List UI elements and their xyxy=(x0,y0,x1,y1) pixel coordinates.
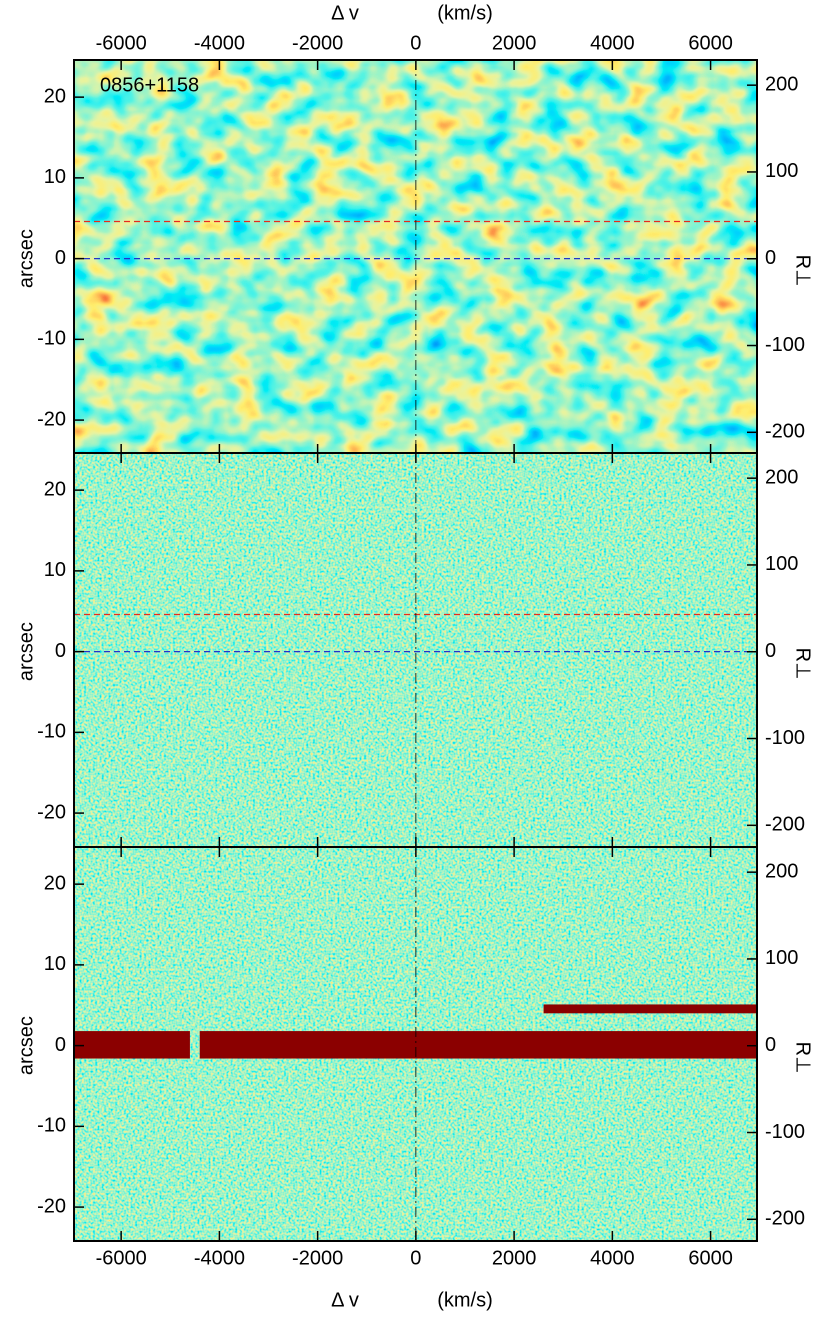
y2-axis-label: R⊥ xyxy=(792,1042,814,1074)
y2-tick-label: 0 xyxy=(765,1034,776,1056)
y2-tick-label: -200 xyxy=(765,814,805,836)
y2-tick-label: -200 xyxy=(765,1208,805,1230)
y-tick-label: -20 xyxy=(37,408,66,430)
x-axis-label: Δ v xyxy=(331,1289,359,1311)
x-tick-label: 0 xyxy=(410,1247,421,1269)
y2-tick-label: 200 xyxy=(765,73,798,95)
band xyxy=(74,1031,190,1059)
x-axis-label: Δ v xyxy=(331,2,359,24)
y-tick-label: -20 xyxy=(37,801,66,823)
y-axis-label: arcsec xyxy=(15,229,37,288)
x-axis-unit: (km/s) xyxy=(437,2,493,24)
x-tick-label: 6000 xyxy=(688,1247,733,1269)
y-tick-label: -10 xyxy=(37,328,66,350)
y-tick-label: 10 xyxy=(44,166,66,188)
y2-tick-label: -100 xyxy=(765,1121,805,1143)
x-tick-label: 6000 xyxy=(688,32,733,54)
y-tick-label: 0 xyxy=(55,247,66,269)
x-tick-label: -6000 xyxy=(96,1247,147,1269)
x-tick-label: -2000 xyxy=(292,32,343,54)
y2-tick-label: -100 xyxy=(765,727,805,749)
x-tick-label: 0 xyxy=(410,32,421,54)
y-tick-label: 10 xyxy=(44,953,66,975)
y-axis-label: arcsec xyxy=(15,1016,37,1075)
x-tick-label: -4000 xyxy=(194,1247,245,1269)
y-tick-label: -10 xyxy=(37,1115,66,1137)
panel-title: 0856+1158 xyxy=(100,74,199,96)
y2-tick-label: 100 xyxy=(765,553,798,575)
y2-tick-label: 0 xyxy=(765,247,776,269)
y-tick-label: 0 xyxy=(55,1034,66,1056)
y2-tick-label: -100 xyxy=(765,334,805,356)
y-tick-label: 20 xyxy=(44,478,66,500)
x-tick-label: 4000 xyxy=(590,32,635,54)
y2-tick-label: 200 xyxy=(765,860,798,882)
x-tick-label: 2000 xyxy=(492,1247,537,1269)
y-tick-label: 20 xyxy=(44,872,66,894)
x-tick-label: -6000 xyxy=(96,32,147,54)
band xyxy=(543,1004,757,1014)
y-tick-label: -10 xyxy=(37,721,66,743)
y2-tick-label: 100 xyxy=(765,947,798,969)
y2-axis-label: R⊥ xyxy=(792,648,814,680)
y-tick-label: -20 xyxy=(37,1195,66,1217)
x-axis-unit: (km/s) xyxy=(437,1289,493,1311)
y-axis-label: arcsec xyxy=(15,622,37,681)
y-tick-label: 0 xyxy=(55,640,66,662)
band xyxy=(199,1031,757,1059)
y2-tick-label: 200 xyxy=(765,466,798,488)
y2-tick-label: -200 xyxy=(765,421,805,443)
y2-tick-label: 0 xyxy=(765,640,776,662)
y-tick-label: 10 xyxy=(44,559,66,581)
x-tick-label: 4000 xyxy=(590,1247,635,1269)
x-tick-label: -2000 xyxy=(292,1247,343,1269)
x-tick-label: -4000 xyxy=(194,32,245,54)
y2-axis-label: R⊥ xyxy=(792,255,814,287)
y-tick-label: 20 xyxy=(44,85,66,107)
y2-tick-label: 100 xyxy=(765,160,798,182)
x-tick-label: 2000 xyxy=(492,32,537,54)
